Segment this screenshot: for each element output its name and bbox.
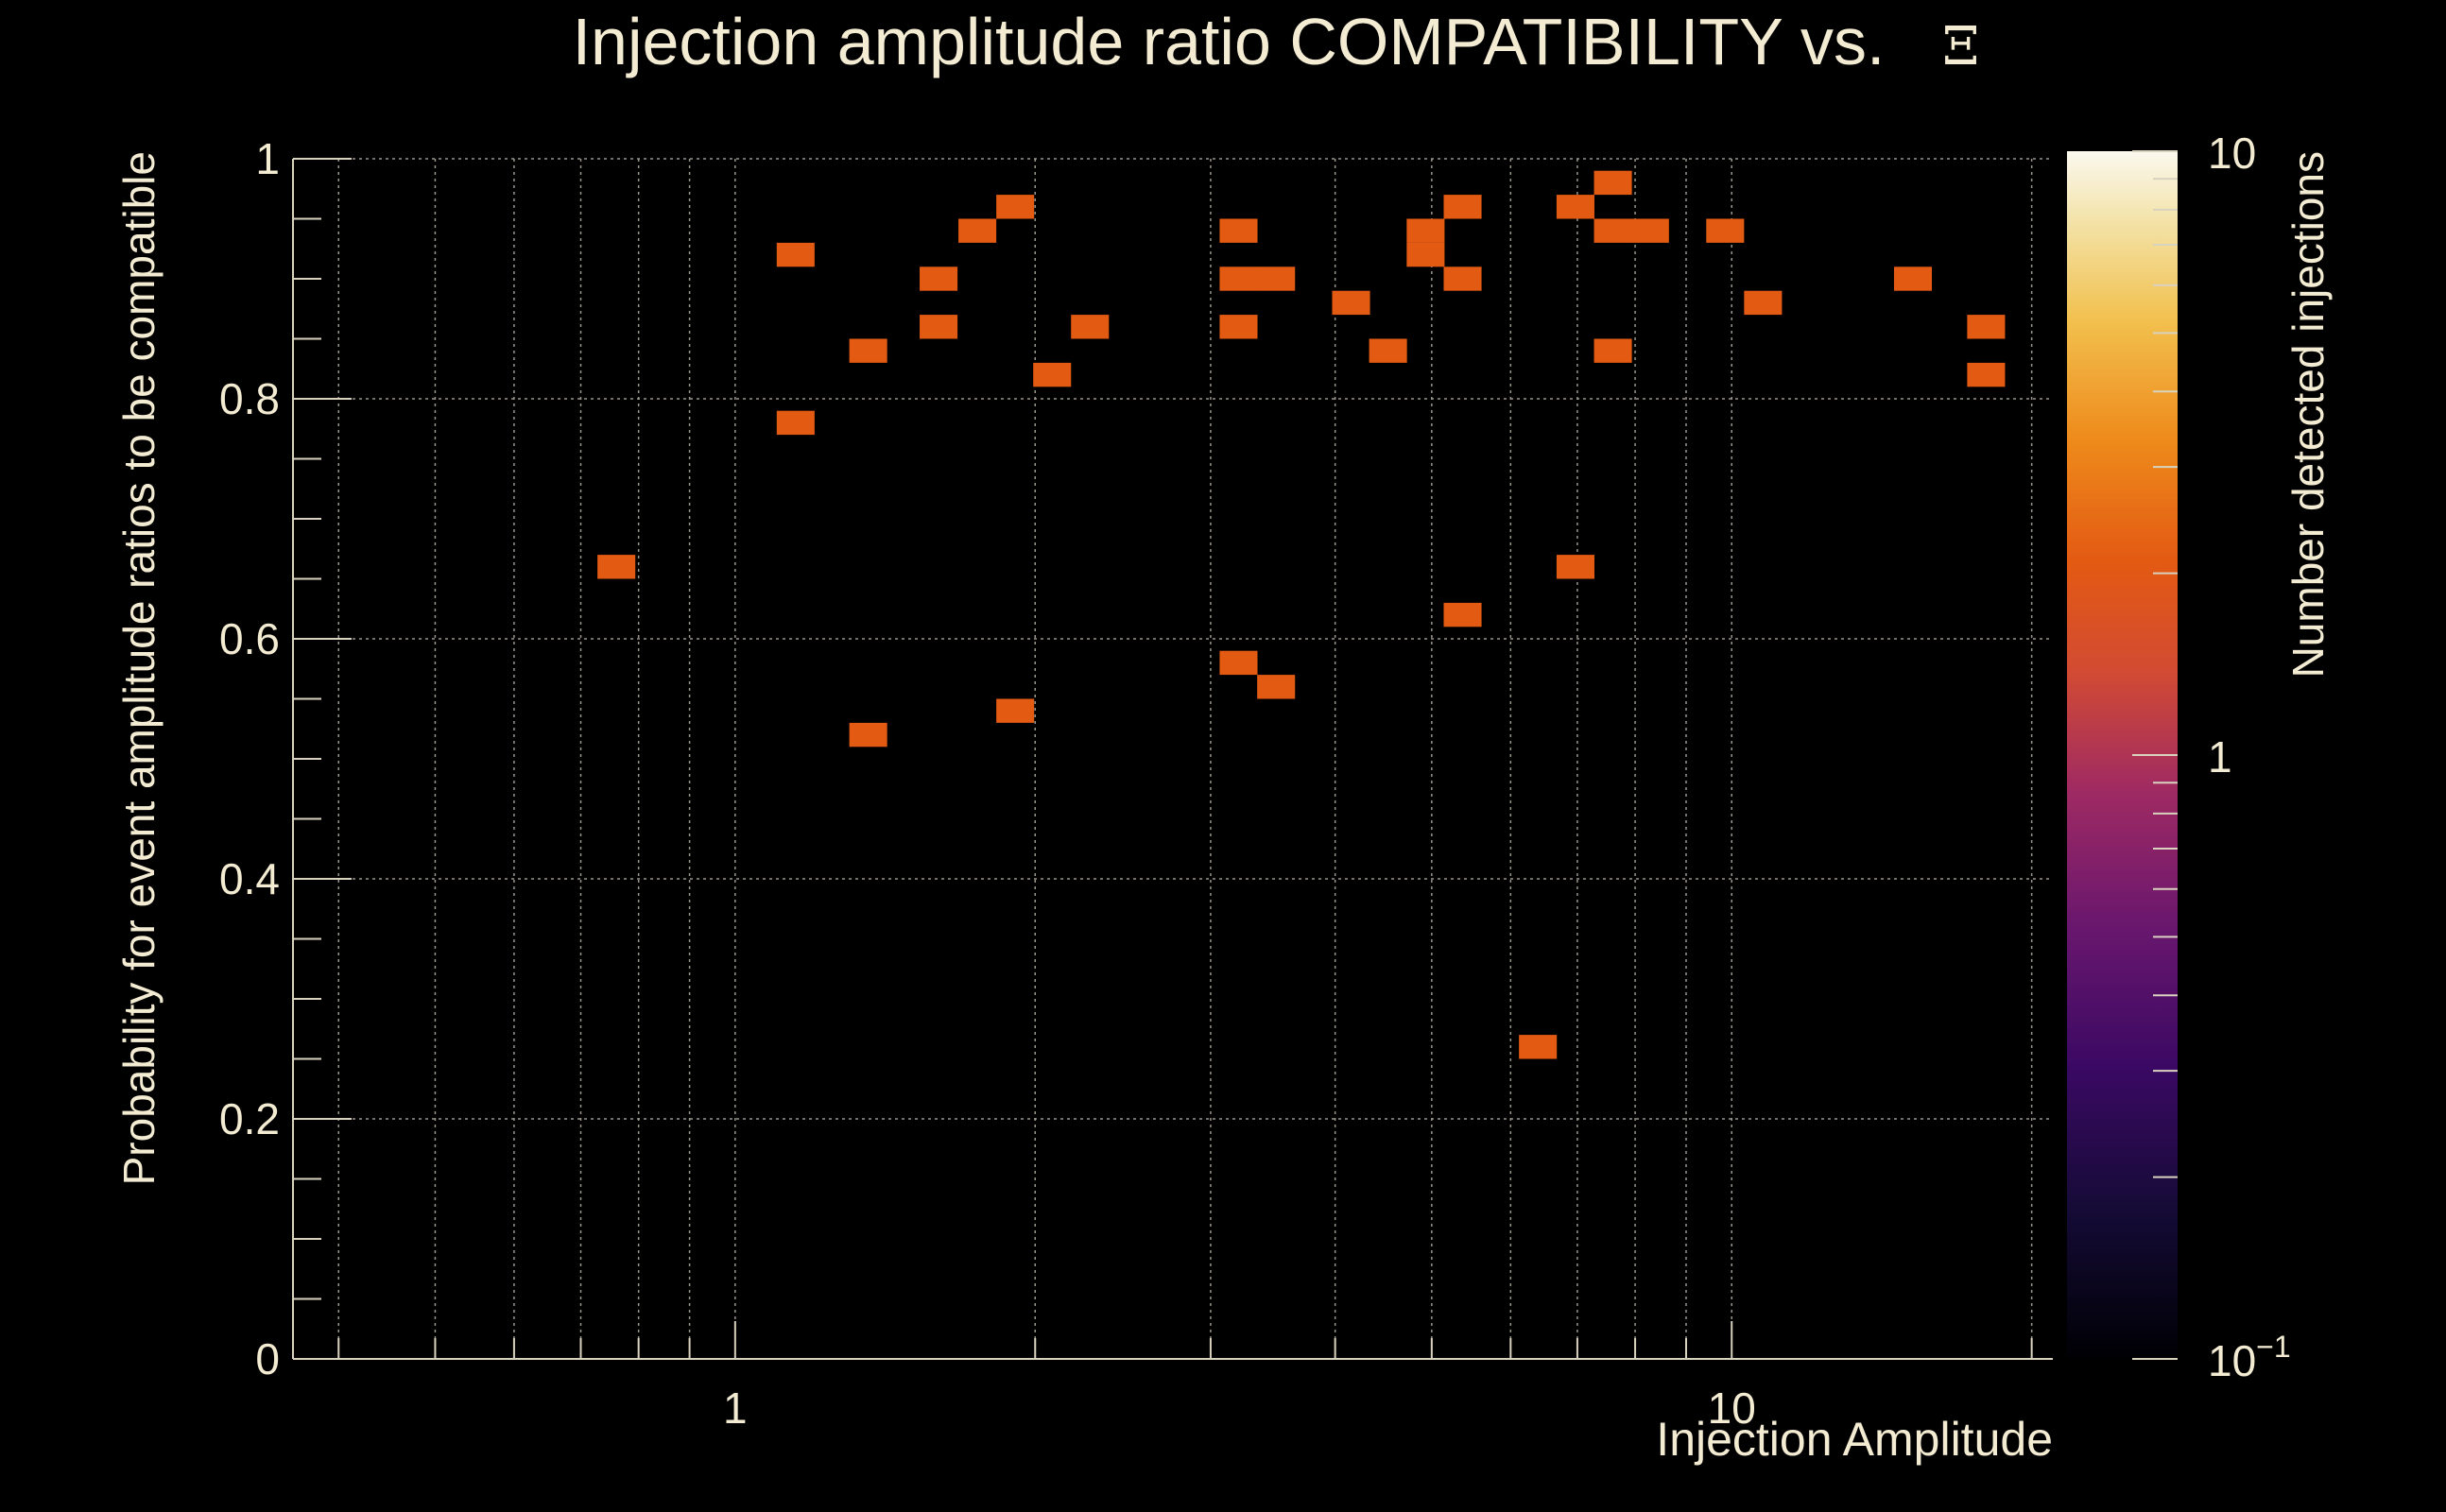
y-tick-label: 1: [255, 134, 280, 183]
color-scale-label: 10: [2208, 129, 2256, 178]
heatmap-bin: [1219, 266, 1258, 291]
chart-title: Injection amplitude ratio COMPATIBILITY …: [573, 5, 1886, 78]
y-tick-label: 0.8: [219, 374, 280, 423]
heatmap-bin: [1071, 315, 1110, 339]
heatmap-bin: [849, 722, 887, 747]
heatmap-bin: [920, 266, 958, 291]
x-axis-title: Injection Amplitude: [1656, 1413, 2053, 1466]
color-scale-ticks: 10 1 10−1: [2132, 129, 2291, 1385]
heatmap-bin: [1443, 266, 1482, 291]
color-scale-label: 10−1: [2208, 1330, 2291, 1385]
heatmap-bin: [1593, 218, 1632, 243]
heatmap-bin: [1219, 218, 1258, 243]
heatmap-bin: [920, 315, 958, 339]
heatmap-bin: [849, 338, 887, 363]
x-tick-label: 1: [723, 1383, 748, 1433]
heatmap-bin: [1630, 218, 1669, 243]
heatmap-bin: [1967, 362, 2006, 387]
tick-labels: 0 0.2 0.4 0.6 0.8 1 1 10: [219, 134, 1756, 1433]
heatmap-bin: [1219, 315, 1258, 339]
color-scale: 10 1 10−1 Number detected injections: [2067, 129, 2333, 1385]
axis-ticks: [293, 158, 2033, 1360]
heatmap-bin: [1219, 650, 1258, 676]
heatmap-bins: [597, 170, 2006, 1059]
chart-title-symbol: Ξ: [1942, 16, 1979, 77]
heatmap-bin: [1593, 338, 1632, 363]
heatmap-bin: [1893, 266, 1933, 291]
heatmap-bin: [1033, 362, 1072, 387]
x-tick-label: 10: [1708, 1383, 1756, 1433]
y-tick-label: 0.2: [219, 1094, 280, 1143]
y-axis-title: Probability for event amplitude ratios t…: [114, 151, 164, 1185]
axes: [292, 159, 2053, 1360]
heatmap-bin: [958, 218, 997, 243]
y-tick-label: 0.4: [219, 854, 280, 903]
color-scale-label: 1: [2208, 732, 2232, 782]
heatmap-bin: [1593, 170, 1632, 196]
y-tick-label: 0.6: [219, 614, 280, 663]
heatmap-bin: [1406, 218, 1445, 243]
heatmap-bin: [776, 410, 815, 436]
heatmap-bin: [1556, 195, 1594, 219]
heatmap-bin: [1519, 1035, 1558, 1059]
heatmap-bin: [1257, 266, 1296, 291]
heatmap-bin: [1257, 675, 1296, 699]
y-tick-label: 0: [255, 1334, 280, 1383]
heatmap-bin: [1443, 602, 1482, 627]
grid-lines: [293, 158, 2053, 1359]
heatmap-bin: [1556, 555, 1594, 579]
heatmap-bin: [776, 242, 815, 267]
heatmap-bin: [1967, 315, 2006, 339]
heatmap-bin: [996, 698, 1035, 723]
color-scale-title: Number detected injections: [2283, 151, 2333, 678]
heatmap-bin: [1332, 290, 1370, 316]
heatmap-bin: [597, 555, 636, 579]
heatmap-bin: [1744, 290, 1783, 316]
heatmap-bin: [1706, 218, 1745, 243]
heatmap-bin: [1443, 195, 1482, 219]
heatmap-bin: [1369, 338, 1407, 363]
heatmap-bin: [996, 195, 1035, 219]
heatmap-bin: [1406, 242, 1445, 267]
